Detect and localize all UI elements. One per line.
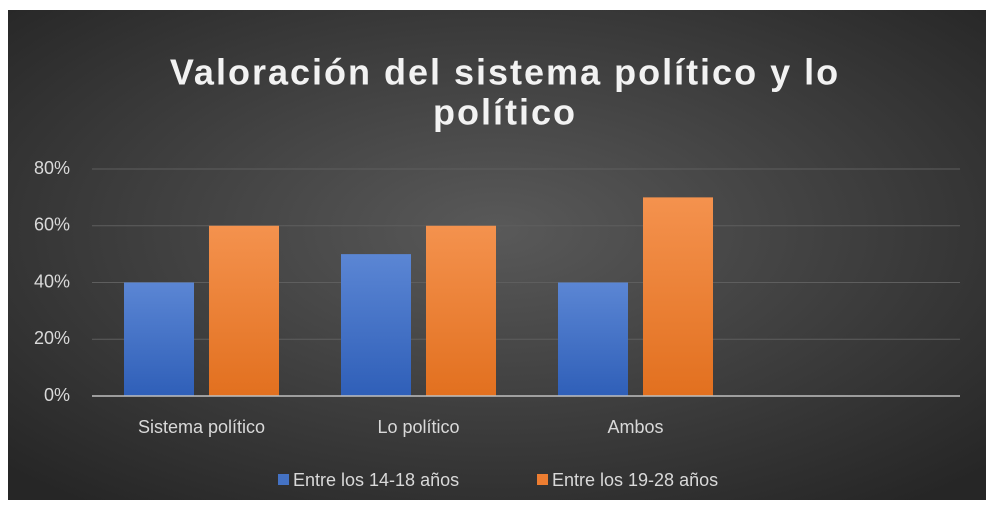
bar (558, 282, 628, 396)
chart-title: Valoración del sistema político y lo (170, 52, 840, 93)
legend-swatch (278, 474, 289, 485)
legend-label: Entre los 19-28 años (552, 470, 718, 490)
y-tick-label: 20% (34, 328, 70, 348)
chart-background (8, 10, 986, 500)
x-tick-label: Sistema político (138, 417, 265, 437)
y-tick-label: 60% (34, 215, 70, 235)
legend-label: Entre los 14-18 años (293, 470, 459, 490)
y-tick-label: 80% (34, 158, 70, 178)
bar (341, 254, 411, 396)
bar (124, 282, 194, 396)
bar (643, 197, 713, 396)
legend-swatch (537, 474, 548, 485)
y-tick-label: 0% (44, 385, 70, 405)
chart-title: político (433, 92, 577, 133)
x-tick-label: Lo político (377, 417, 459, 437)
bar (209, 225, 279, 396)
y-tick-label: 40% (34, 271, 70, 291)
bar (426, 225, 496, 396)
x-tick-label: Ambos (607, 417, 663, 437)
